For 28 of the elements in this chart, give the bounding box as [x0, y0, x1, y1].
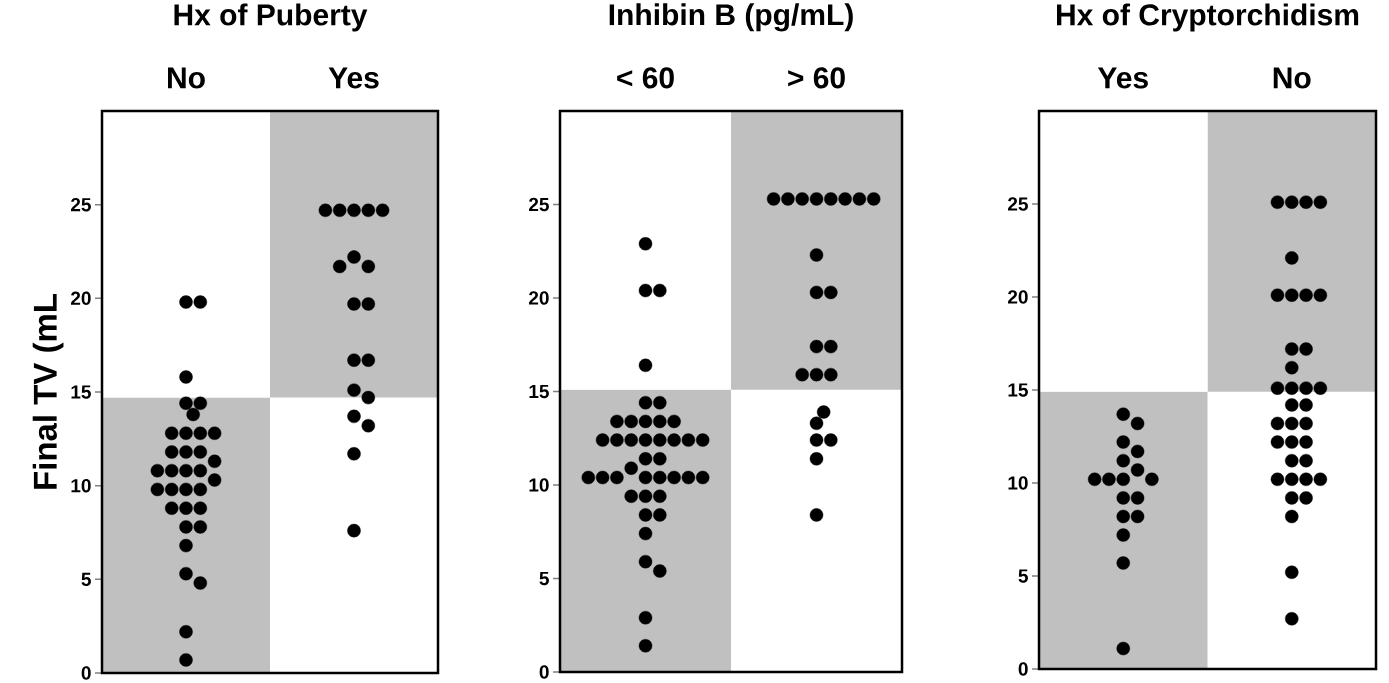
y-tick-label: 25: [1008, 197, 1028, 211]
y-tick-label: 15: [529, 384, 549, 399]
y-tick-label: 0: [1018, 662, 1028, 676]
x-tick-label: Yes: [1097, 67, 1148, 89]
x-tick-label: < 60: [617, 67, 674, 89]
y-tick-label: 20: [1008, 290, 1028, 304]
y-tick-label: 0: [539, 665, 549, 679]
chart-title: Hx of Puberty: [174, 3, 368, 32]
y-tick-label: 10: [71, 478, 91, 493]
y-tick-label: 10: [1008, 476, 1028, 490]
chart-title: Inhibin B (pg/mL): [609, 3, 853, 32]
x-tick-label: > 60: [788, 67, 845, 89]
y-axis-title: Final TV (mL: [32, 294, 64, 489]
y-tick-label: 25: [529, 197, 549, 212]
y-tick-label: 15: [1008, 383, 1028, 397]
chart-title: Hx of Cryptorchidism: [1057, 3, 1359, 32]
y-tick-label: 20: [529, 291, 549, 305]
y-tick-label: 10: [529, 478, 549, 492]
y-tick-label: 5: [539, 571, 549, 586]
x-tick-label: Yes: [328, 67, 379, 89]
y-tick-label: 5: [81, 572, 91, 586]
y-tick-label: 0: [81, 666, 91, 680]
x-tick-label: No: [168, 67, 205, 89]
y-tick-label: 15: [71, 385, 91, 399]
y-tick-label: 5: [1018, 569, 1028, 583]
y-tick-label: 25: [70, 197, 91, 212]
x-tick-label: No: [1273, 67, 1311, 89]
y-tick-label: 20: [70, 291, 91, 306]
